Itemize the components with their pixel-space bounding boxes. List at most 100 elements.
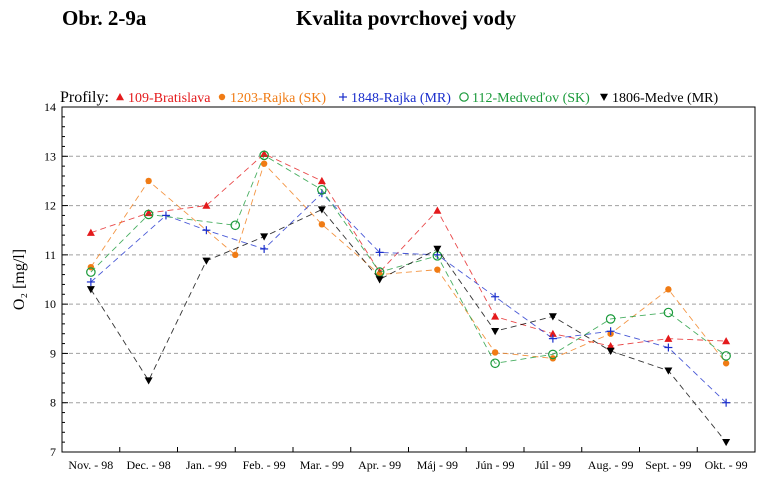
data-point — [202, 201, 211, 209]
data-point — [87, 263, 95, 271]
data-point — [600, 93, 608, 101]
data-point — [375, 276, 384, 284]
x-tick-label: Júl - 99 — [535, 458, 571, 472]
data-point — [548, 329, 557, 337]
legend-entry: 1203-Rajka (SK) — [230, 91, 326, 106]
data-point — [375, 248, 384, 257]
data-point — [317, 206, 326, 214]
y-tick-label: 7 — [50, 445, 56, 459]
x-tick-label: Mar. - 99 — [300, 458, 344, 472]
x-tick-label: Jan. - 99 — [186, 458, 227, 472]
data-point — [491, 312, 500, 320]
y-tick-label: 10 — [44, 297, 56, 311]
data-point — [86, 277, 95, 286]
data-point — [86, 267, 96, 277]
data-point — [259, 150, 269, 161]
data-point — [161, 211, 170, 220]
data-point — [664, 367, 673, 375]
data-point — [232, 251, 239, 259]
data-point — [433, 206, 442, 214]
data-point — [230, 220, 241, 231]
series-2 — [86, 189, 731, 407]
data-point — [260, 233, 269, 241]
data-point — [722, 337, 731, 345]
series-0 — [86, 149, 731, 350]
data-point — [548, 313, 557, 321]
data-point — [459, 92, 469, 102]
data-point — [116, 93, 124, 101]
data-point — [606, 342, 615, 350]
data-point — [318, 221, 326, 228]
legend-entry: 1806-Medve (MR) — [612, 91, 718, 106]
legend-entry: 109-Bratislava — [128, 91, 211, 106]
series-3 — [86, 150, 731, 369]
data-point — [606, 327, 615, 336]
data-point — [202, 226, 211, 235]
data-point — [606, 347, 615, 355]
series-layer — [86, 149, 731, 447]
plot-frame — [61, 106, 756, 453]
data-point — [339, 93, 347, 101]
data-point — [665, 286, 672, 293]
data-point — [490, 358, 500, 369]
series-line — [90, 192, 727, 404]
chart-title: Kvalita povrchovej vody — [296, 6, 517, 30]
data-point — [722, 398, 731, 407]
x-tick-label: Dec. - 98 — [126, 458, 170, 472]
series-line — [90, 162, 727, 364]
data-point — [721, 351, 731, 361]
data-point — [548, 334, 557, 343]
gridlines — [62, 155, 755, 404]
data-point — [433, 245, 442, 253]
axes: 7 8 9 10 11 12 13 14 Nov. - 98 Dec. - 98 Jan. - 99… — [11, 100, 756, 472]
data-point — [722, 438, 731, 447]
series-4 — [86, 206, 731, 447]
data-point — [548, 349, 558, 360]
figure-label: Obr. 2-9a — [62, 6, 147, 30]
series-line — [90, 154, 727, 364]
y-tick-label: 13 — [44, 149, 56, 163]
series-1 — [87, 160, 730, 367]
legend: Profily: 109-Bratislava 1203-Rajka (SK) 184… — [60, 89, 718, 106]
series-line — [90, 208, 727, 443]
data-point — [143, 209, 154, 220]
data-point — [664, 334, 673, 342]
data-point — [663, 307, 674, 318]
data-point — [218, 93, 226, 101]
data-point — [491, 349, 499, 356]
legend-entry: 1848-Rajka (MR) — [351, 91, 451, 106]
y-tick-label: 9 — [50, 346, 56, 360]
x-tick-label: Nov. - 98 — [68, 458, 113, 472]
data-point — [260, 160, 268, 167]
x-tick-label: Okt. - 99 — [705, 458, 748, 472]
data-point — [491, 292, 500, 301]
data-point — [317, 176, 326, 185]
y-tick-label: 12 — [44, 199, 56, 213]
data-point — [317, 185, 327, 195]
data-point — [144, 377, 153, 385]
x-tick-label: Apr. - 99 — [358, 458, 401, 472]
x-tick-label: Jún - 99 — [476, 458, 515, 472]
data-point — [722, 360, 730, 367]
x-tick-label: Máj - 99 — [417, 458, 458, 472]
data-point — [260, 149, 269, 158]
y-tick-label: 14 — [44, 100, 56, 114]
x-tick-label: Sept. - 99 — [645, 458, 691, 472]
y-tick-label: 11 — [44, 248, 56, 262]
legend-entry: 112-Medveďov (SK) — [472, 91, 590, 106]
data-point — [260, 244, 269, 253]
data-point — [145, 177, 152, 185]
data-point — [664, 343, 673, 352]
series-line — [90, 153, 727, 347]
y-tick-label: 8 — [50, 396, 56, 410]
x-tick-label: Aug. - 99 — [588, 458, 634, 472]
y-axis-label: O₂ [mg/l] — [11, 249, 28, 310]
x-tick-label: Feb. - 99 — [243, 458, 286, 472]
data-point — [434, 266, 441, 273]
data-point — [491, 328, 500, 336]
data-point — [86, 286, 95, 294]
data-point — [202, 257, 211, 265]
legend-title: Profily: — [60, 89, 109, 106]
data-point — [605, 314, 616, 324]
